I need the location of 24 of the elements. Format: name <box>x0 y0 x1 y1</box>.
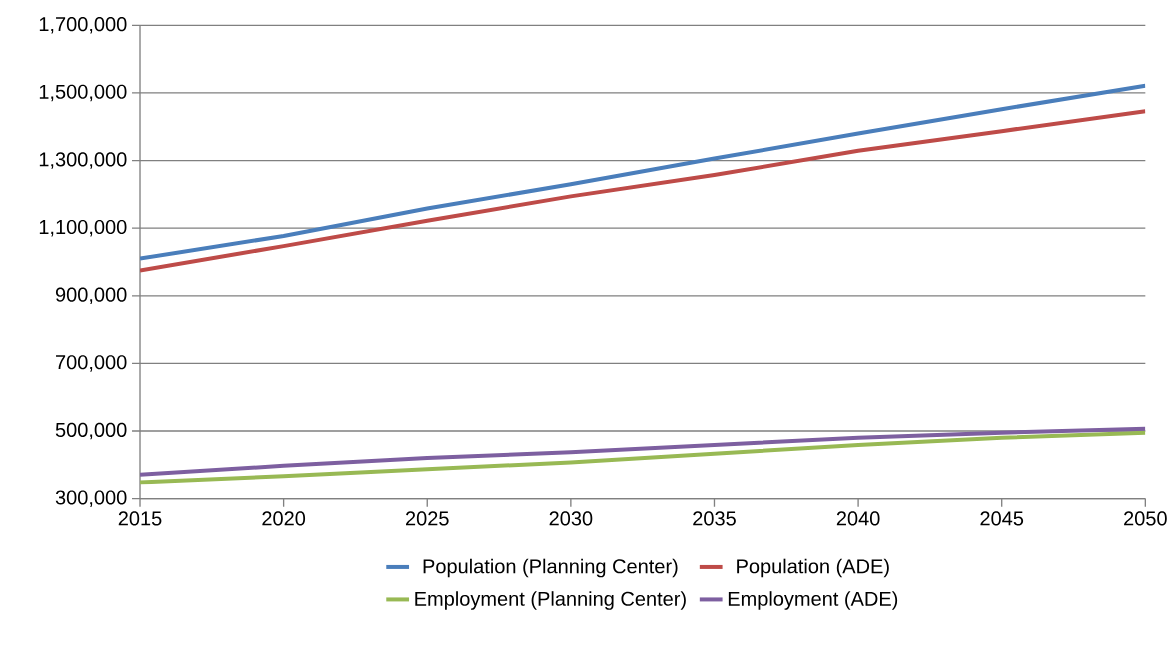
y-tick-label: 700,000 <box>56 355 127 372</box>
y-tick-label: 1,500,000 <box>39 84 127 102</box>
x-tick-label: 2020 <box>262 511 306 526</box>
y-tick-label: 300,000 <box>55 490 127 507</box>
x-tick-label: 2045 <box>980 511 1024 526</box>
legend-label: Employment (ADE) <box>728 591 898 610</box>
y-tick-label: 500,000 <box>55 422 127 440</box>
x-tick-label: 2040 <box>836 511 880 526</box>
x-tick-label: 2025 <box>406 511 449 526</box>
y-tick-label: 1,300,000 <box>39 152 127 169</box>
y-tick-label: 1,700,000 <box>39 17 127 34</box>
legend-label: Employment (Planning Center) <box>415 591 686 610</box>
line-series <box>140 83 1146 261</box>
legend-label: Population (Planning Center) <box>423 558 678 578</box>
x-tick-label: 2050 <box>1124 511 1167 526</box>
line-series <box>140 109 1146 273</box>
x-tick-label: 2015 <box>118 511 162 526</box>
y-tick-label: 900,000 <box>55 287 127 305</box>
x-tick-label: 2030 <box>549 511 593 526</box>
y-tick-label: 1,100,000 <box>39 219 127 237</box>
x-tick-label: 2035 <box>693 511 736 526</box>
legend-label: Population (ADE) <box>737 558 889 578</box>
line-series <box>140 426 1146 477</box>
line-series <box>140 430 1146 485</box>
